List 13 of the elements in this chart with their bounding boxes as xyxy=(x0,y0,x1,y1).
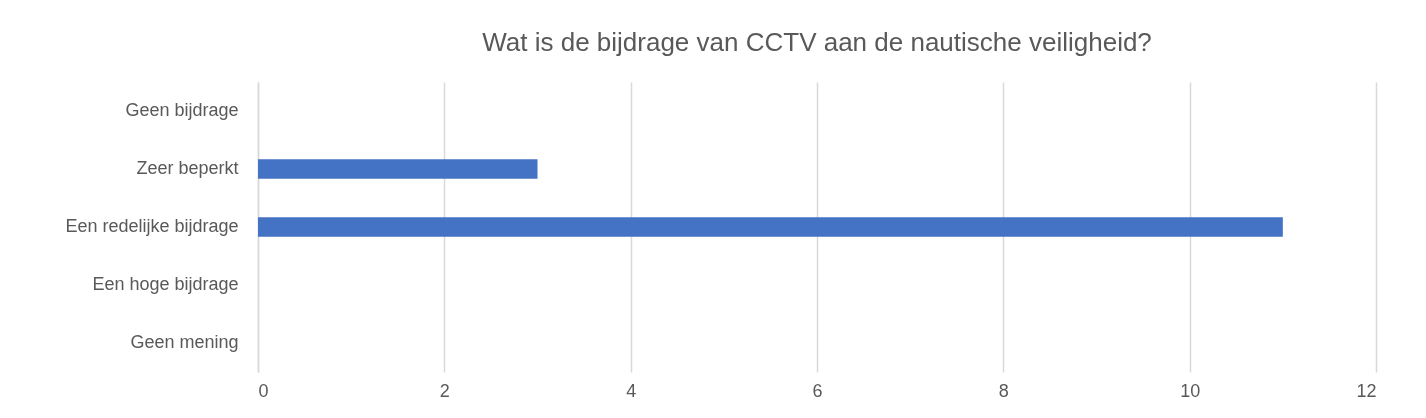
chart-title: Wat is de bijdrage van CCTV aan de nautische veiligheid? xyxy=(482,27,1152,57)
x-tick-label: 0 xyxy=(258,380,269,401)
x-tick-label: 6 xyxy=(812,380,823,401)
x-tick-label: 8 xyxy=(998,380,1009,401)
y-tick-label: Een redelijke bijdrage xyxy=(65,216,239,236)
y-tick-label: Geen bijdrage xyxy=(125,100,239,120)
x-tick-label: 10 xyxy=(1180,380,1201,401)
x-tick-label: 4 xyxy=(626,380,637,401)
x-tick-label: 12 xyxy=(1356,380,1377,401)
y-tick-label: Geen mening xyxy=(130,332,239,352)
y-tick-label: Zeer beperkt xyxy=(136,158,239,178)
y-tick-label: Een hoge bijdrage xyxy=(92,274,239,294)
x-tick-label: 2 xyxy=(439,380,450,401)
